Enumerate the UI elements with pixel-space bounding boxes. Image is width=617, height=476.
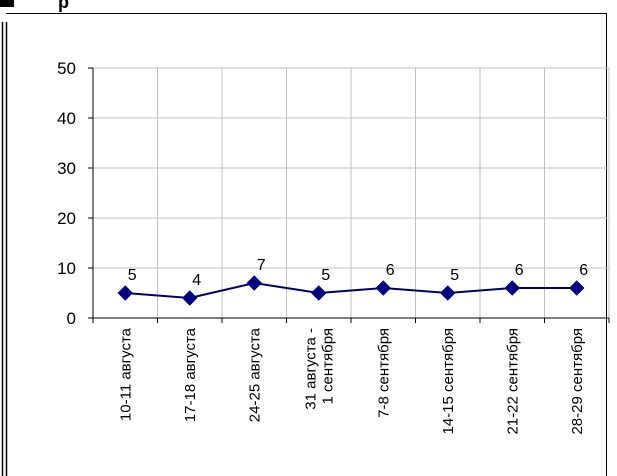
x-tick-label: 10-11 августа [117,327,134,421]
data-point-marker [246,275,262,291]
data-point-marker [375,280,391,296]
y-axis-tick-labels: 0 10 20 30 40 50 [57,59,76,328]
top-edge-bar [0,0,14,7]
grid-lines [93,67,610,318]
x-tick-label: 14-15 сентября [440,328,457,435]
data-label: 7 [257,257,266,274]
data-points [117,275,585,306]
data-point-marker [182,290,198,306]
x-tick-label: 21-22 сентября [504,328,521,435]
x-axis-tick-labels: 10-11 августа 17-18 августа 24-25 августа 3… [117,327,586,434]
data-point-marker [569,280,585,296]
data-label: 5 [128,267,137,284]
x-tick-label: 7-8 сентября [375,328,392,418]
y-tick-label: 0 [67,309,76,328]
top-fragment-text: p [58,0,69,12]
y-tick-label: 20 [57,209,76,228]
x-tick-label: 31 августа - [302,328,319,410]
x-tick-label: 28-29 сентября [569,328,586,435]
chart-axes [88,67,610,323]
data-label: 6 [386,262,395,279]
data-labels: 5 4 7 5 6 5 6 6 [128,257,589,289]
data-label: 5 [321,267,330,284]
data-point-marker [117,285,133,301]
y-tick-label: 10 [57,259,76,278]
x-tick-label: 17-18 августа [182,327,199,422]
y-tick-label: 50 [57,59,76,78]
data-label: 4 [192,272,201,289]
x-tick-label: 24-25 августа [246,327,263,422]
data-label: 6 [515,262,524,279]
data-point-marker [311,285,327,301]
data-label: 5 [450,267,459,284]
series-line [125,281,577,300]
data-label: 6 [579,262,588,279]
series-line-group [125,281,577,300]
data-point-marker [440,285,456,301]
x-tick-label: 1 сентября [319,328,336,405]
data-point-marker [504,280,520,296]
y-tick-label: 40 [57,109,76,128]
y-tick-label: 30 [57,159,76,178]
